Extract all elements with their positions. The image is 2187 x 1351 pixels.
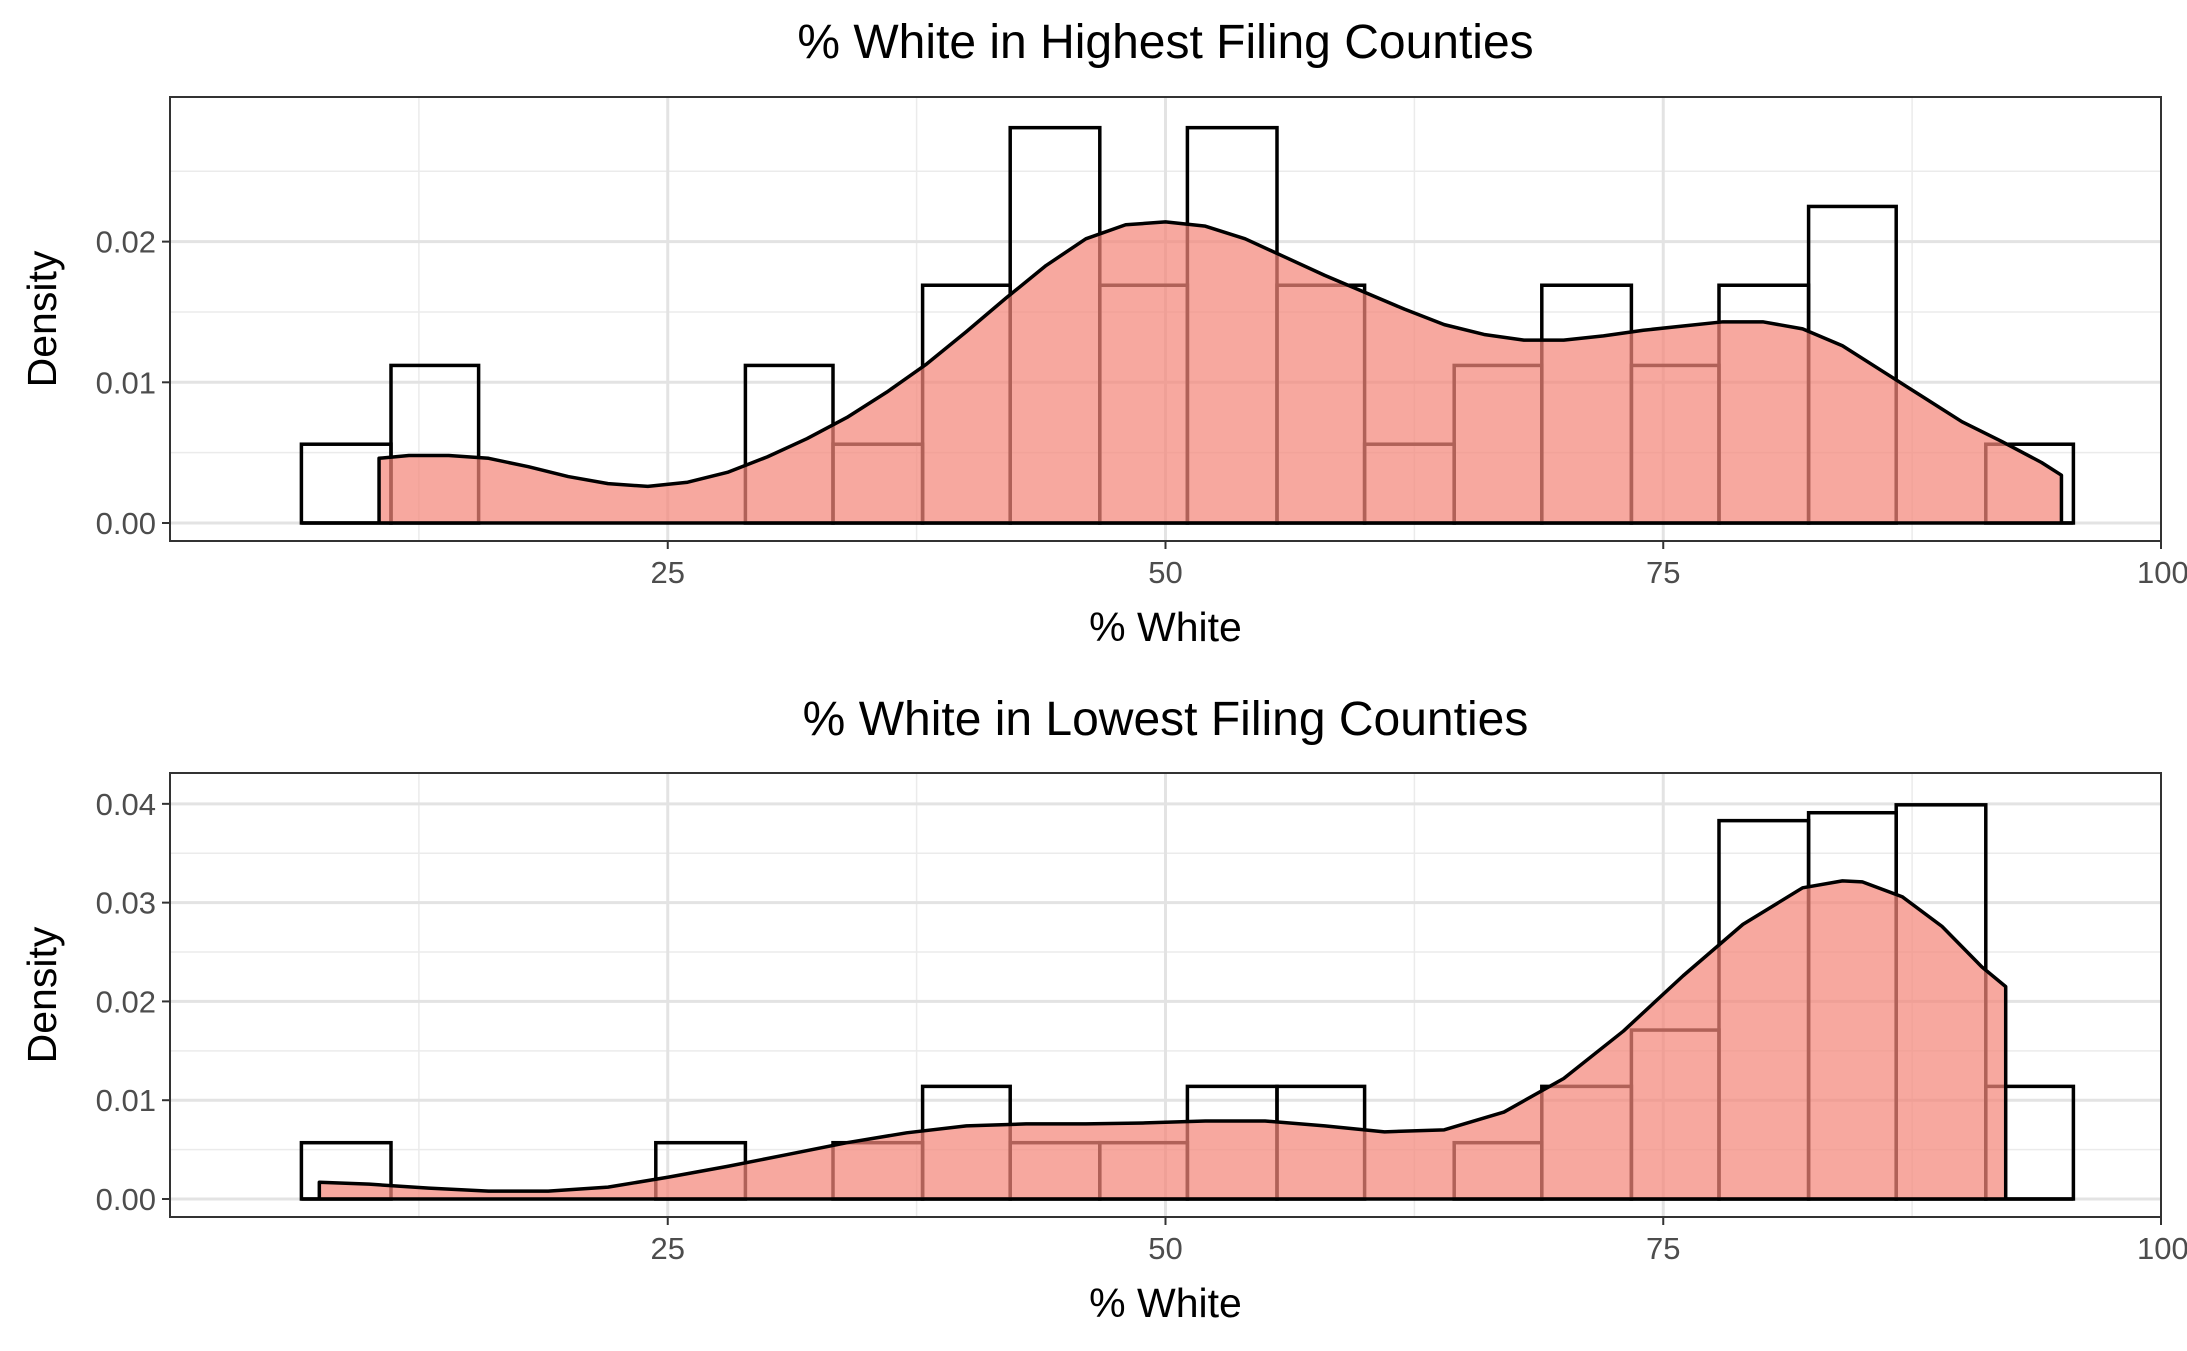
density-area [319, 880, 2006, 1199]
y-tick-label: 0.00 [96, 506, 156, 541]
y-axis-title: Density [19, 250, 65, 387]
x-tick-label: 50 [1148, 555, 1182, 590]
x-tick-label: 75 [1646, 555, 1680, 590]
panel-lowest-filing: 0.00 0.01 0.02 0.03 0.04 25 50 75 100 % White in … [19, 693, 2187, 1326]
y-tick-label: 0.04 [96, 787, 156, 822]
chart-title: % White in Highest Filing Counties [797, 16, 1533, 69]
density-area [379, 221, 2062, 523]
density-curve [317, 879, 2008, 1199]
y-tick-label: 0.00 [96, 1182, 156, 1217]
y-tick-label: 0.01 [96, 365, 156, 400]
y-tick-label: 0.03 [96, 886, 156, 921]
x-axis-title: % White [1089, 1280, 1242, 1326]
x-tick-label: 100 [2137, 1231, 2187, 1266]
panel-highest-filing: 0.00 0.01 0.02 25 50 75 100 % White in Highest … [19, 16, 2187, 650]
x-axis-title: % White [1089, 604, 1242, 650]
y-axis-title: Density [19, 926, 65, 1063]
density-curve [377, 220, 2064, 523]
y-tick-label: 0.01 [96, 1083, 156, 1118]
x-tick-label: 75 [1646, 1231, 1680, 1266]
y-tick-label: 0.02 [96, 984, 156, 1019]
chart-title: % White in Lowest Filing Counties [803, 693, 1529, 746]
x-tick-label: 25 [651, 555, 685, 590]
x-tick-label: 50 [1148, 1231, 1182, 1266]
x-tick-label: 100 [2137, 555, 2187, 590]
y-tick-label: 0.02 [96, 225, 156, 260]
x-tick-label: 25 [651, 1231, 685, 1266]
